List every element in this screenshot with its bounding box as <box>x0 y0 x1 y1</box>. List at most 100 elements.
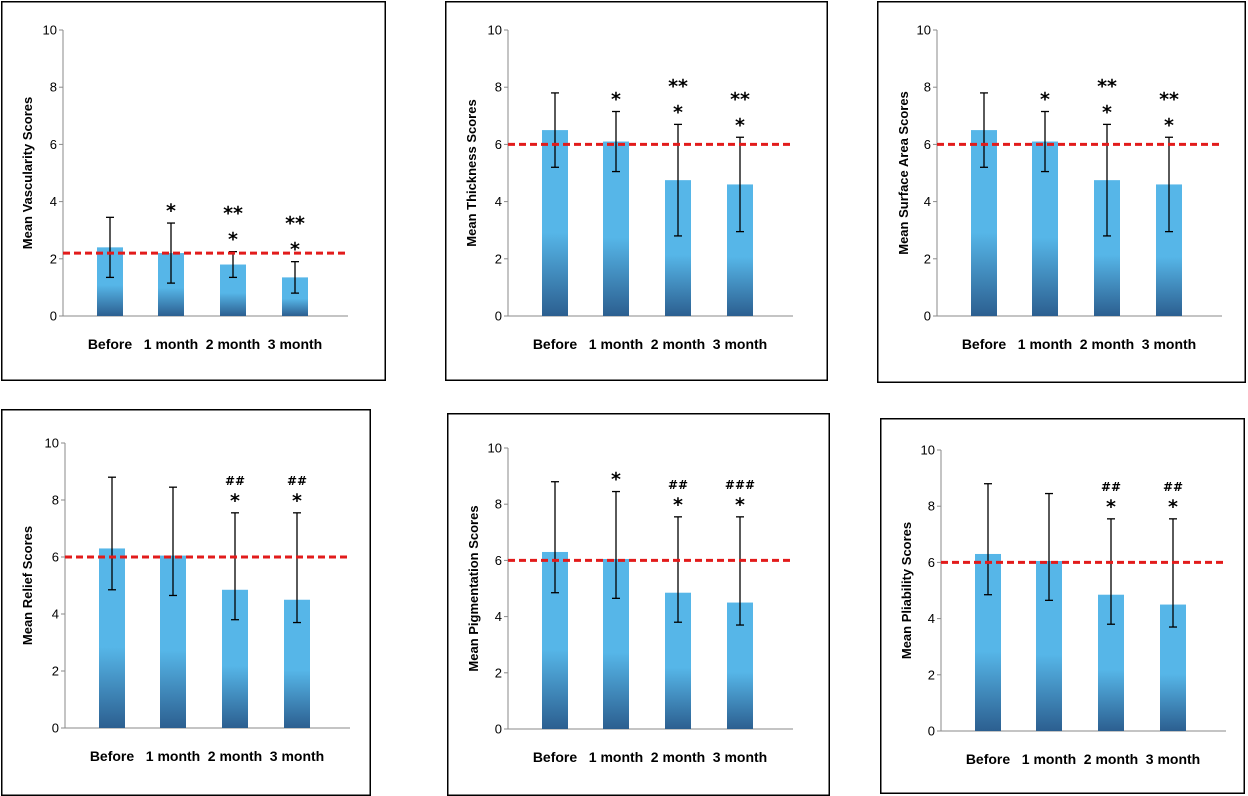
chart-panel-1: 0 2 4 6 8 10 Mean Vascularity Scores Before 1 mo… <box>1 1 386 381</box>
significance-mark: ## <box>1101 480 1121 494</box>
category-label-4: 3 month <box>1146 751 1200 767</box>
significance-mark: ## <box>225 474 245 488</box>
significance-mark: ** <box>223 203 243 225</box>
category-label-1: Before <box>966 751 1011 767</box>
significance-mark: * <box>230 490 240 512</box>
category-label-2: 1 month <box>589 749 643 765</box>
y-tick-label: 6 <box>50 137 57 152</box>
category-label-4: 3 month <box>268 336 322 352</box>
significance-mark: * <box>611 89 621 111</box>
significance-mark: ** <box>1097 75 1117 97</box>
category-label-3: 2 month <box>651 749 705 765</box>
y-tick-label: 0 <box>52 721 59 736</box>
y-tick-label: 8 <box>50 80 57 95</box>
significance-mark: * <box>735 494 745 516</box>
significance-mark: ** <box>1159 88 1179 110</box>
category-label-2: 1 month <box>144 336 198 352</box>
y-tick-label: 10 <box>45 436 59 451</box>
significance-mark: * <box>673 494 683 516</box>
significance-mark: * <box>1040 89 1050 111</box>
chart-panel-5: 0 2 4 6 8 10 Mean Pigmentation Scores Before 1 m… <box>447 413 830 796</box>
y-tick-label: 4 <box>52 607 59 622</box>
chart-panel-6: 0 2 4 6 8 10 Mean Pliability Scores Before 1 mon… <box>880 418 1245 794</box>
panel-frame <box>1 409 371 796</box>
y-tick-label: 6 <box>495 137 502 152</box>
y-tick-label: 2 <box>52 664 59 679</box>
panel-frame <box>1 1 386 381</box>
y-tick-label: 8 <box>928 499 935 514</box>
y-tick-label: 6 <box>52 550 59 565</box>
category-label-4: 3 month <box>1142 336 1196 352</box>
category-label-4: 3 month <box>270 748 324 764</box>
y-tick-label: 8 <box>495 497 502 512</box>
significance-mark: ** <box>668 75 688 97</box>
y-axis-title: Mean Pigmentation Scores <box>466 505 481 671</box>
significance-mark: * <box>292 490 302 512</box>
category-label-1: Before <box>533 749 578 765</box>
significance-mark: ** <box>730 88 750 110</box>
category-label-4: 3 month <box>713 749 767 765</box>
category-label-3: 2 month <box>1080 336 1134 352</box>
panel-frame <box>877 1 1246 383</box>
significance-mark: * <box>290 239 300 261</box>
significance-mark: * <box>1106 496 1116 518</box>
significance-mark: ### <box>725 478 755 492</box>
y-tick-label: 0 <box>50 309 57 324</box>
y-tick-label: 2 <box>50 251 57 266</box>
panel-frame <box>445 1 828 381</box>
y-tick-label: 2 <box>495 665 502 680</box>
y-tick-label: 6 <box>924 137 931 152</box>
category-label-1: Before <box>533 336 578 352</box>
category-label-3: 2 month <box>1084 751 1138 767</box>
y-tick-label: 4 <box>924 194 931 209</box>
y-tick-label: 8 <box>495 80 502 95</box>
significance-mark: * <box>1164 114 1174 136</box>
category-label-1: Before <box>90 748 135 764</box>
y-tick-label: 4 <box>495 194 502 209</box>
y-tick-label: 2 <box>928 667 935 682</box>
y-axis-title: Mean Surface Area Scores <box>896 91 911 255</box>
significance-mark: * <box>1168 496 1178 518</box>
y-tick-label: 10 <box>488 23 502 38</box>
significance-mark: * <box>1102 101 1112 123</box>
y-axis-title: Mean Vascularity Scores <box>20 97 35 249</box>
category-label-4: 3 month <box>713 336 767 352</box>
category-label-3: 2 month <box>651 336 705 352</box>
y-tick-label: 10 <box>43 23 57 38</box>
y-tick-label: 2 <box>495 251 502 266</box>
y-tick-label: 4 <box>928 611 935 626</box>
y-axis-title: Mean Thickness Scores <box>464 99 479 246</box>
y-tick-label: 4 <box>50 194 57 209</box>
significance-mark: ## <box>1163 480 1183 494</box>
category-label-2: 1 month <box>589 336 643 352</box>
chart-panel-4: 0 2 4 6 8 10 Mean Relief Scores Before 1 month 2 … <box>1 409 371 796</box>
chart-panel-3: 0 2 4 6 8 10 Mean Surface Area Scores Before 1 m… <box>877 1 1246 383</box>
y-tick-label: 6 <box>495 553 502 568</box>
category-label-2: 1 month <box>1022 751 1076 767</box>
chart-panel-2: 0 2 4 6 8 10 Mean Thickness Scores Before 1 mont… <box>445 1 828 381</box>
y-tick-label: 0 <box>928 724 935 739</box>
y-tick-label: 6 <box>928 555 935 570</box>
y-axis-title: Mean Relief Scores <box>20 526 35 645</box>
y-tick-label: 8 <box>52 493 59 508</box>
category-label-3: 2 month <box>206 336 260 352</box>
y-tick-label: 2 <box>924 251 931 266</box>
y-tick-label: 0 <box>924 309 931 324</box>
significance-mark: * <box>673 101 683 123</box>
y-tick-label: 8 <box>924 80 931 95</box>
y-tick-label: 10 <box>488 441 502 456</box>
category-label-2: 1 month <box>146 748 200 764</box>
significance-mark: ** <box>285 213 305 235</box>
significance-mark: * <box>735 114 745 136</box>
y-tick-label: 0 <box>495 722 502 737</box>
y-tick-label: 10 <box>917 23 931 38</box>
panel-frame <box>880 418 1245 794</box>
significance-mark: * <box>611 469 621 491</box>
significance-mark: ## <box>668 478 688 492</box>
panel-frame <box>447 413 830 796</box>
significance-mark: * <box>228 229 238 251</box>
significance-mark: * <box>166 200 176 222</box>
significance-mark: ## <box>287 474 307 488</box>
category-label-2: 1 month <box>1018 336 1072 352</box>
y-tick-label: 4 <box>495 609 502 624</box>
